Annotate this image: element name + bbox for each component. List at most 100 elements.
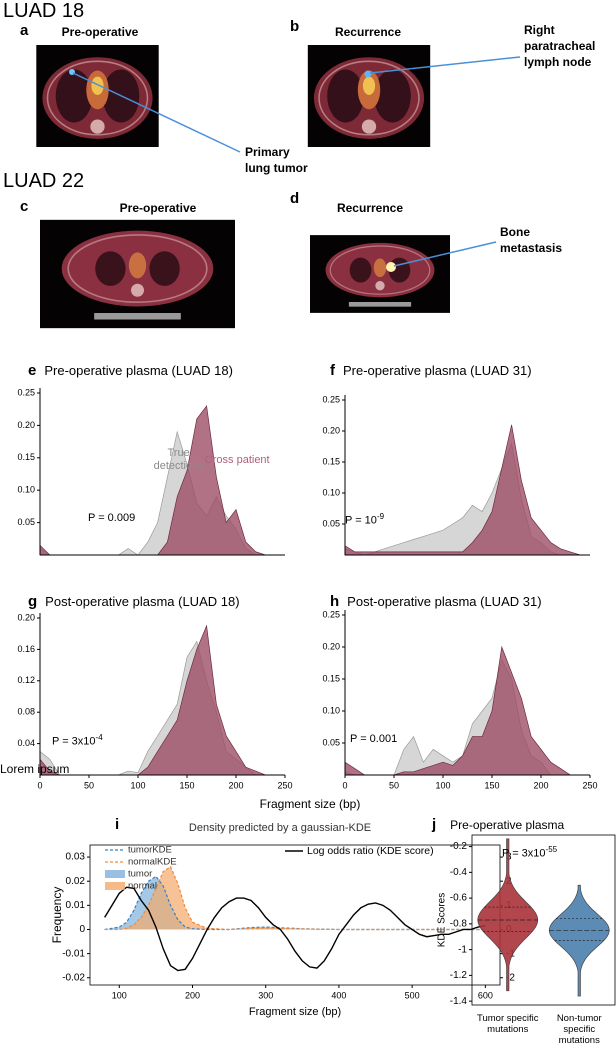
pet-ct-image: [40, 218, 235, 330]
violin-body: [477, 838, 539, 992]
density-line: [104, 865, 486, 931]
area: [344, 442, 590, 556]
legend-swatch: [105, 870, 125, 878]
y-tick-label: 0.05: [322, 518, 340, 528]
pet-ct-image: [310, 234, 450, 314]
y-tick-label: 0.25: [17, 387, 35, 397]
annotation-text: P = 3x10: [52, 735, 96, 748]
x-tick-label: 200: [533, 780, 548, 790]
side-note: Lorem ipsum: [0, 762, 70, 776]
x-tick-label: 0: [37, 780, 42, 790]
image-title: Pre-operative: [119, 201, 197, 215]
x-tick-label: 300: [258, 990, 273, 1000]
chart-title-text: Post-operative plasma (LUAD 18): [45, 594, 240, 609]
annotation: P = 10-9: [345, 512, 384, 527]
x-tick-label: 150: [179, 780, 194, 790]
chart-title: j Pre-operative plasma: [432, 816, 564, 833]
y-tick-label: 0.05: [17, 517, 35, 527]
x-axis-label: Fragment size (bp): [249, 1006, 341, 1018]
y-tick-label: 0.15: [322, 673, 340, 683]
y-tick-label: -0.2: [450, 841, 468, 852]
annotation-superscript: -9: [376, 512, 385, 521]
x-tick-label: 250: [582, 780, 597, 790]
panel-letter: i: [115, 816, 120, 833]
y-tick-label: 0.20: [322, 641, 340, 651]
chart-title: e Pre-operative plasma (LUAD 18): [28, 362, 233, 379]
y-tick-label: 0.03: [66, 852, 86, 863]
y-tick-label: 0.15: [17, 452, 35, 462]
x-tick-label: Non-tumor specific mutations: [556, 1013, 602, 1046]
x-tick-label: 600: [478, 990, 493, 1000]
annotation-text: P = 0.001: [350, 733, 398, 745]
y-tick-label: 0.02: [66, 876, 86, 887]
callout-line: [72, 72, 241, 153]
y-tick-label: 0.20: [17, 420, 35, 430]
x-tick-label: 100: [435, 780, 450, 790]
panel-letter: d: [290, 190, 300, 207]
y-tick-label: 0.08: [17, 707, 35, 717]
y-tick-label: 0.01: [66, 900, 86, 911]
series-label: Cross patient: [204, 454, 270, 467]
lymph-node-marker: [364, 70, 372, 78]
y-tick-label: -0.01: [62, 948, 85, 959]
y-axis-label: Frequency: [50, 887, 64, 944]
y2-tick-label: -2: [506, 972, 515, 983]
patient-label: LUAD 22: [3, 170, 85, 192]
annotation-text: P = 3x10: [502, 847, 546, 860]
legend-label: tumorKDE: [128, 845, 172, 856]
legend-label: tumor: [128, 869, 152, 880]
annotation-superscript: -4: [95, 733, 103, 742]
y-tick-label: 0.10: [17, 485, 35, 495]
x-tick-label: 200: [228, 780, 243, 790]
x-tick-label: 200: [185, 990, 200, 1000]
panel-letter: c: [20, 198, 29, 215]
panel-letter: b: [290, 18, 300, 35]
y-tick-label: 0: [79, 924, 85, 935]
y-tick-label: -1.4: [450, 996, 468, 1007]
image-title: Recurrence: [336, 201, 404, 215]
legend-label: normal: [128, 881, 157, 892]
chart-title-text: Post-operative plasma (LUAD 31): [347, 594, 542, 609]
image-title: Pre-operative: [61, 25, 139, 39]
y-tick-label: -1: [458, 944, 467, 955]
panel-letter: g: [28, 593, 38, 610]
area: [39, 624, 285, 776]
metastasis-marker: [386, 262, 396, 272]
y-tick-label: 0.12: [17, 675, 35, 685]
y-tick-label: 0.15: [322, 456, 340, 466]
y-tick-label: 0.20: [322, 425, 340, 435]
plot-frame: [471, 834, 616, 1006]
legend-label: normalKDE: [128, 857, 177, 868]
area: [344, 645, 590, 776]
density-area: [104, 866, 486, 930]
x-tick-label: 400: [331, 990, 346, 1000]
image-title: Recurrence: [334, 25, 402, 39]
chart-title: Density predicted by a gaussian-KDE: [188, 822, 372, 834]
x-tick-label: 100: [130, 780, 145, 790]
area: [344, 424, 590, 556]
x-tick-label: 150: [484, 780, 499, 790]
y-tick-label: -0.4: [450, 867, 468, 878]
x-tick-label: 250: [277, 780, 292, 790]
chart-title-text: Pre-operative plasma: [450, 818, 565, 832]
panel-letter: f: [330, 362, 335, 379]
series-label: True detections: [153, 447, 204, 473]
y-tick-label: 0.05: [322, 737, 340, 747]
y-tick-label: 0.16: [17, 644, 35, 654]
annotation: P = 3x10-55: [502, 845, 557, 860]
y-tick-label: -0.8: [450, 919, 468, 930]
callout-text: Bone metastasis: [500, 225, 563, 255]
y-tick-label: -1.2: [450, 970, 468, 981]
y-tick-label: 0.10: [322, 705, 340, 715]
y-tick-label: 0.25: [322, 394, 340, 404]
legend-label: Log odds ratio (KDE score): [307, 845, 434, 857]
panel-letter: j: [432, 816, 437, 833]
callout-text: Primary lung tumor: [245, 145, 308, 175]
annotation: P = 3x10-4: [52, 733, 103, 748]
y-tick-label: 0.10: [322, 487, 340, 497]
patient-label: LUAD 18: [3, 0, 85, 22]
y-tick-label: 0.04: [17, 738, 35, 748]
pet-ct-image: [306, 45, 432, 147]
